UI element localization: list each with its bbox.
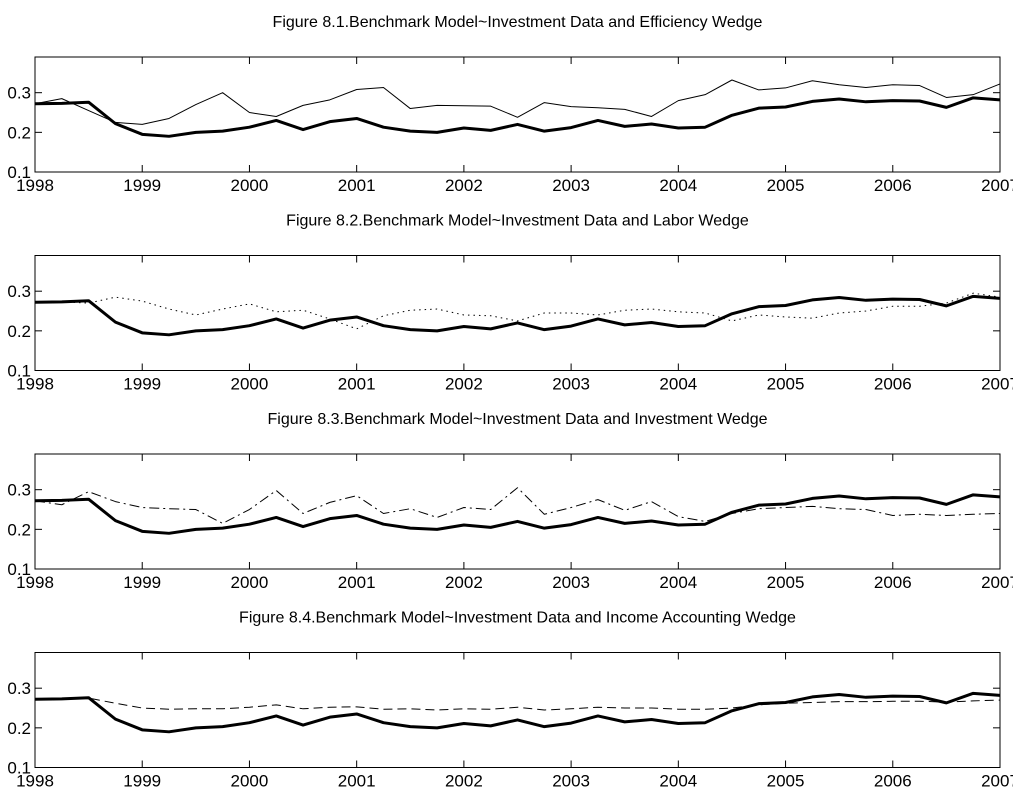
x-tick-label: 2006 (874, 375, 912, 394)
x-tick-label: 1998 (16, 772, 54, 791)
y-tick-label: 0.1 (7, 560, 31, 579)
x-tick-label: 2002 (445, 375, 483, 394)
y-tick-label: 0.1 (7, 362, 31, 381)
plot-area (34, 453, 1001, 570)
x-tick-label: 2005 (767, 176, 805, 195)
x-tick-label: 1999 (123, 772, 161, 791)
x-tick-label: 2007 (981, 573, 1013, 592)
chart-title: Figure 8.3.Benchmark Model~Investment Da… (268, 411, 768, 428)
plot-area (34, 652, 1001, 768)
data-line (35, 697, 1001, 711)
x-tick-label: 1998 (16, 375, 54, 394)
x-tick-label: 1999 (123, 375, 161, 394)
data-line (34, 691, 1001, 734)
x-tick-label: 2006 (874, 176, 912, 195)
y-tick-label: 0.2 (7, 322, 31, 341)
data-line (34, 79, 1001, 125)
x-tick-label: 2005 (767, 375, 805, 394)
x-tick-label: 2003 (552, 573, 590, 592)
x-tick-label: 2007 (981, 176, 1013, 195)
x-tick-label: 2004 (659, 176, 697, 195)
plot-area (34, 56, 1001, 173)
y-tick-label: 0.3 (7, 84, 31, 103)
x-tick-label: 2003 (552, 176, 590, 195)
x-tick-label: 2002 (445, 176, 483, 195)
y-tick-label: 0.2 (7, 123, 31, 142)
y-tick-label: 0.3 (7, 282, 31, 301)
x-tick-label: 2000 (231, 375, 269, 394)
data-line (34, 294, 1001, 337)
x-tick-label: 2001 (338, 573, 376, 592)
x-tick-label: 2004 (659, 375, 697, 394)
y-tick-label: 0.3 (7, 481, 31, 500)
x-tick-label: 2003 (552, 375, 590, 394)
data-line (34, 487, 1001, 524)
chart-title: Figure 8.2.Benchmark Model~Investment Da… (286, 213, 749, 230)
data-line (34, 292, 1001, 330)
y-tick-label: 0.3 (7, 679, 31, 698)
x-tick-label: 2001 (338, 375, 376, 394)
x-tick-label: 2004 (659, 772, 697, 791)
x-tick-label: 2000 (231, 772, 269, 791)
x-tick-label: 2003 (552, 772, 590, 791)
y-tick-label: 0.2 (7, 520, 31, 539)
x-tick-label: 2004 (659, 573, 697, 592)
y-tick-label: 0.1 (7, 163, 31, 182)
y-tick-label: 0.1 (7, 759, 31, 778)
x-tick-label: 2007 (981, 772, 1013, 791)
x-tick-label: 2002 (445, 573, 483, 592)
y-tick-label: 0.2 (7, 719, 31, 738)
x-tick-label: 2005 (767, 573, 805, 592)
chart-title: Figure 8.1.Benchmark Model~Investment Da… (273, 14, 763, 31)
data-line (34, 96, 1001, 138)
x-tick-label: 2000 (231, 176, 269, 195)
x-tick-label: 1998 (16, 176, 54, 195)
x-tick-label: 2007 (981, 375, 1013, 394)
x-tick-label: 2006 (874, 573, 912, 592)
x-tick-label: 1999 (123, 573, 161, 592)
x-tick-label: 2002 (445, 772, 483, 791)
x-tick-label: 2001 (338, 176, 376, 195)
x-tick-label: 2005 (767, 772, 805, 791)
x-tick-label: 2006 (874, 772, 912, 791)
x-tick-label: 2000 (231, 573, 269, 592)
data-line (34, 493, 1001, 535)
plot-area (34, 255, 1001, 371)
x-tick-label: 1998 (16, 573, 54, 592)
chart-title: Figure 8.4.Benchmark Model~Investment Da… (239, 610, 796, 627)
x-tick-label: 1999 (123, 176, 161, 195)
x-tick-label: 2001 (338, 772, 376, 791)
